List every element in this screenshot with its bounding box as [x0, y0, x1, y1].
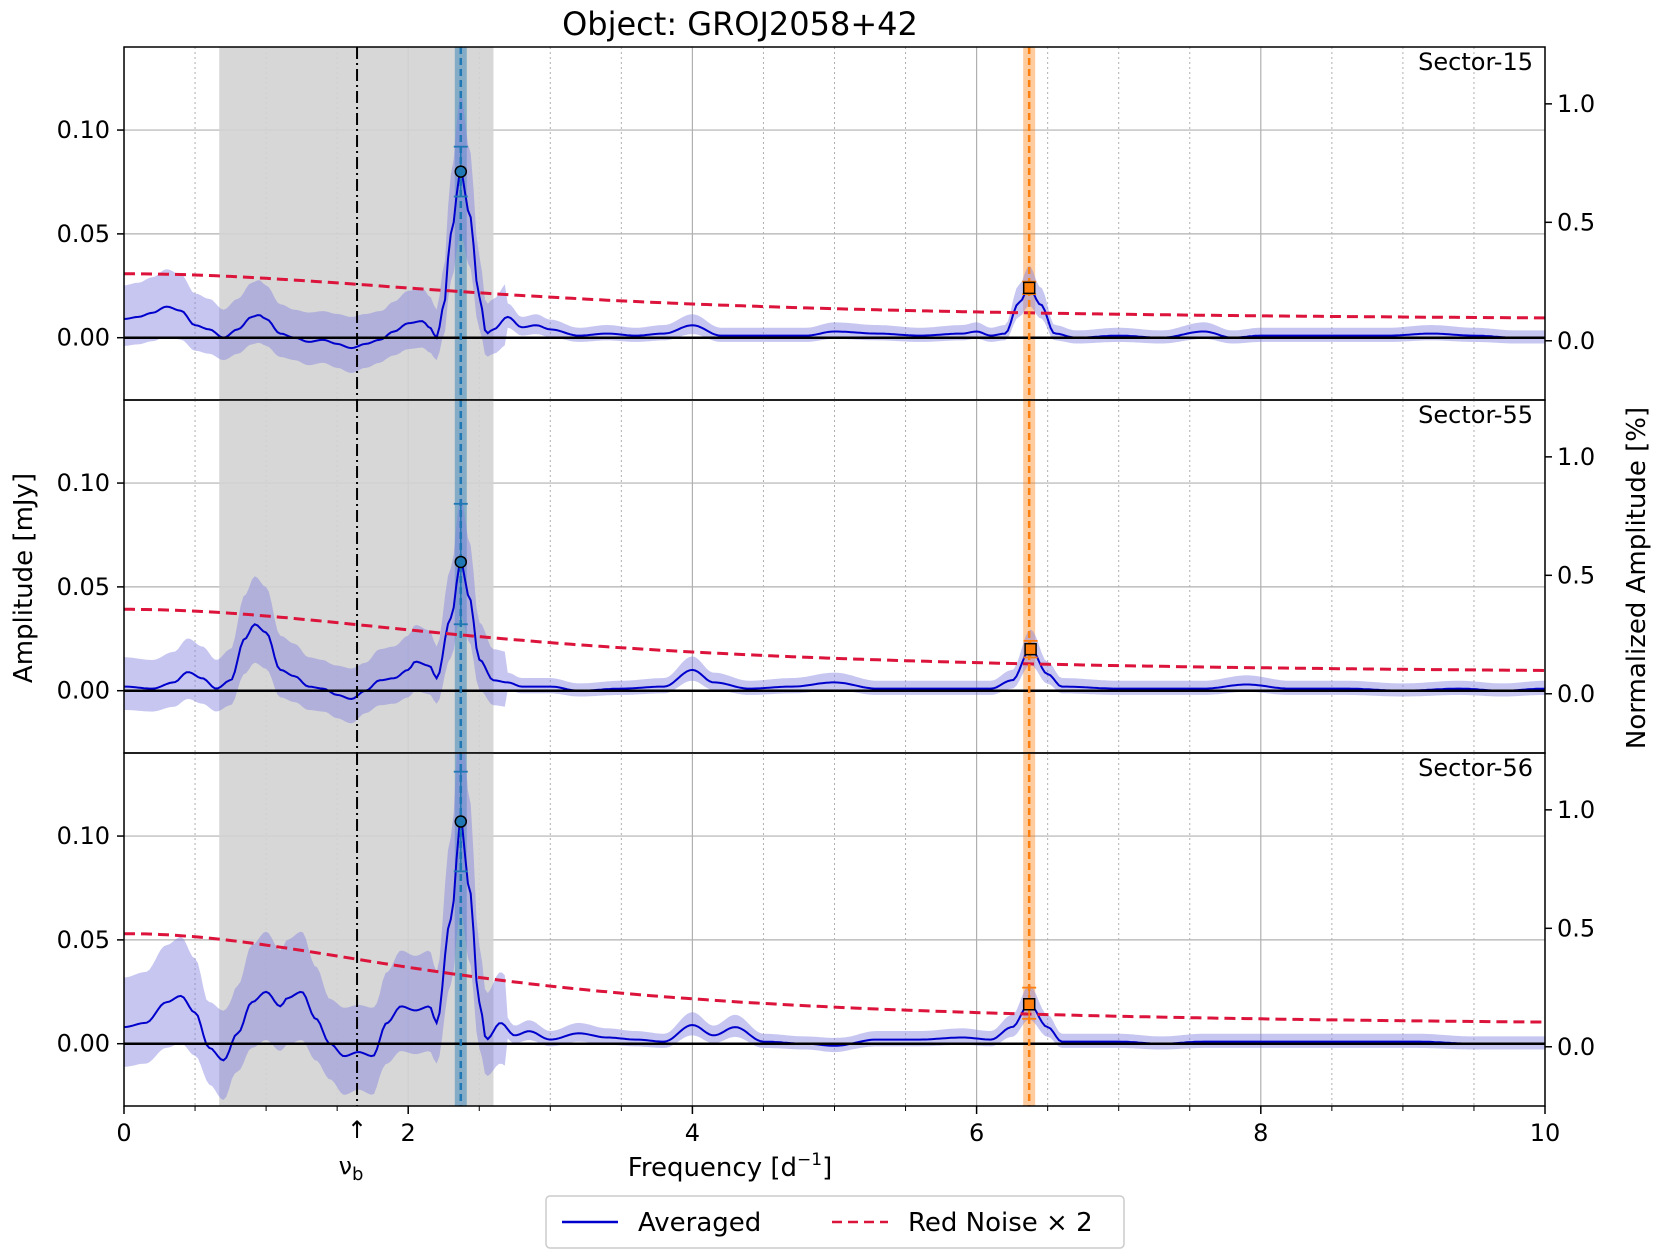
y-tick-label: 0.00 [57, 1030, 110, 1058]
nu-b-label: νb [339, 1152, 364, 1185]
y-tick-label: 0.05 [57, 220, 110, 248]
sector-label: Sector-55 [1418, 401, 1533, 429]
peak1-marker [454, 165, 468, 178]
peak2-marker [1022, 281, 1036, 295]
x-axis-label-close: ] [822, 1153, 832, 1183]
chart-title: Object: GROJ2058+42 [562, 5, 918, 43]
averaged-series-line [124, 173, 1545, 350]
y-tick-label: 0.05 [57, 926, 110, 954]
x-tick-label: 8 [1253, 1119, 1268, 1147]
x-axis-label-sup: −1 [797, 1150, 822, 1170]
y-right-tick-label: 0.5 [1557, 914, 1595, 942]
peak1-marker [454, 555, 468, 569]
x-tick-label: 10 [1530, 1119, 1561, 1147]
y-right-tick-label: 0.5 [1557, 561, 1595, 589]
nu-b-subscript: b [352, 1164, 363, 1185]
y-tick-label: 0.10 [57, 822, 110, 850]
red-noise-line [124, 932, 1545, 1024]
x-tick-label: 6 [969, 1119, 984, 1147]
panel-1: 0.00 0.05 0.10 0.0 0.5 1.0 Sector-15 [57, 46, 1595, 401]
y-right-tick-label: 0.0 [1557, 327, 1595, 355]
averaged-uncertainty-band [124, 753, 1545, 1100]
panel-3: 0.00 0.05 0.10 0.0 0.5 1.0 Sector-56 0 2 4 6 8 10 ↑ νb [57, 752, 1595, 1185]
averaged-uncertainty-band [124, 498, 1545, 724]
nu-b-arrow: ↑ [347, 1116, 367, 1144]
x-tick-label: 4 [685, 1119, 700, 1147]
y-right-tick-label: 0.5 [1557, 208, 1595, 236]
x-axis-label-text: Frequency [d [628, 1153, 797, 1183]
nu-b-symbol: ν [339, 1152, 352, 1180]
legend-label: Red Noise × 2 [908, 1208, 1093, 1238]
legend-label: Averaged [638, 1208, 761, 1238]
sector-label: Sector-15 [1418, 48, 1533, 76]
x-axis-label: Frequency [d−1] [628, 1150, 832, 1183]
y-tick-label: 0.00 [57, 324, 110, 352]
panel-plot-area [124, 47, 1545, 400]
y-axis-label-right: Normalized Amplitude [%] [1622, 407, 1652, 749]
x-tick-label: 2 [401, 1119, 416, 1147]
y-tick-label: 0.10 [57, 116, 110, 144]
averaged-series-line [124, 563, 1545, 701]
averaged-series-line [124, 824, 1545, 1062]
y-right-tick-label: 1.0 [1557, 443, 1595, 471]
y-right-tick-label: 1.0 [1557, 90, 1595, 118]
y-tick-label: 0.05 [57, 573, 110, 601]
averaged-uncertainty-band [124, 97, 1545, 374]
x-tick-label: 0 [116, 1119, 131, 1147]
chart-panels: 0.000.050.100.00.51.0Sector-150.000.050.… [57, 46, 1595, 1185]
panel-2: 0.00 0.05 0.10 0.0 0.5 1.0 Sector-55 [57, 399, 1595, 754]
sector-label: Sector-56 [1418, 754, 1533, 782]
y-tick-label: 0.00 [57, 677, 110, 705]
peak1-marker [454, 815, 468, 828]
y-right-tick-label: 0.0 [1557, 680, 1595, 708]
panel-plot-area [124, 753, 1545, 1106]
peak2-marker [1022, 998, 1036, 1011]
legend: Averaged Red Noise × 2 [545, 1195, 1125, 1249]
y-axis-label: Amplitude [mJy] [9, 473, 39, 683]
panel-plot-area [124, 400, 1545, 753]
y-tick-label: 0.10 [57, 469, 110, 497]
y-right-tick-label: 0.0 [1557, 1033, 1595, 1061]
y-right-tick-label: 1.0 [1557, 796, 1595, 824]
peak2-marker [1024, 642, 1037, 656]
